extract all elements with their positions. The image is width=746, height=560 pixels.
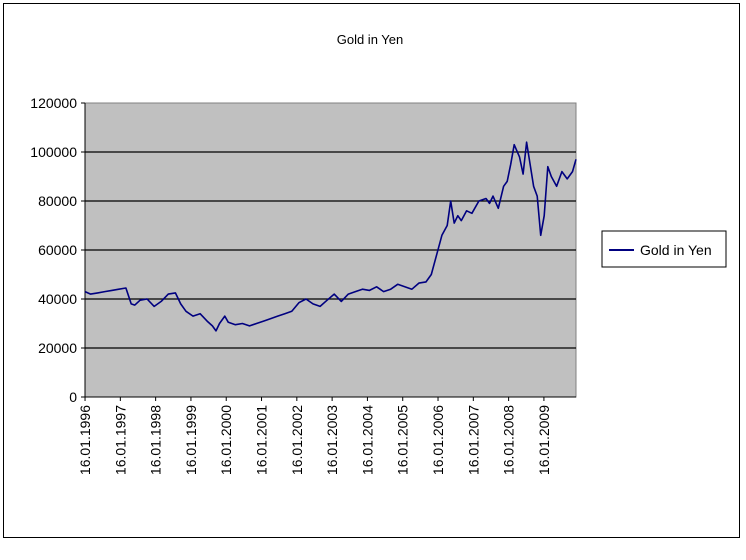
x-tick-label: 16.01.2009: [536, 405, 552, 475]
x-axis-ticks: 16.01.1996 16.01.1997 16.01.1998 16.01.1999…: [77, 397, 552, 475]
x-tick-label: 16.01.2008: [501, 405, 517, 475]
x-tick-label: 16.01.2003: [324, 405, 340, 475]
y-tick-label: 20000: [38, 340, 77, 356]
x-tick-label: 16.01.1998: [148, 405, 164, 475]
x-tick-label: 16.01.2004: [359, 405, 375, 475]
x-tick-label: 16.01.2000: [218, 405, 234, 475]
x-tick-label: 16.01.1997: [112, 405, 128, 475]
y-tick-label: 0: [69, 389, 77, 405]
x-tick-label: 16.01.2002: [289, 405, 305, 475]
x-tick-label: 16.01.2006: [430, 405, 446, 475]
x-tick-label: 16.01.1996: [77, 405, 93, 475]
y-axis-ticks: 0 20000 40000 60000 80000 100000 120000: [30, 95, 85, 405]
y-tick-label: 120000: [30, 95, 77, 111]
gridlines: [85, 151, 576, 349]
series-line-gold-in-yen: [84, 141, 577, 332]
y-tick-label: 80000: [38, 193, 77, 209]
legend-label: Gold in Yen: [640, 242, 712, 258]
chart-title: Gold in Yen: [337, 32, 404, 47]
y-tick-label: 60000: [38, 242, 77, 258]
x-tick-label: 16.01.2005: [395, 405, 411, 475]
y-tick-label: 40000: [38, 291, 77, 307]
x-tick-label: 16.01.1999: [183, 405, 199, 475]
x-tick-label: 16.01.2007: [465, 405, 481, 475]
legend: Gold in Yen: [601, 230, 727, 268]
x-tick-label: 16.01.2001: [254, 405, 270, 475]
y-tick-label: 100000: [30, 144, 77, 160]
